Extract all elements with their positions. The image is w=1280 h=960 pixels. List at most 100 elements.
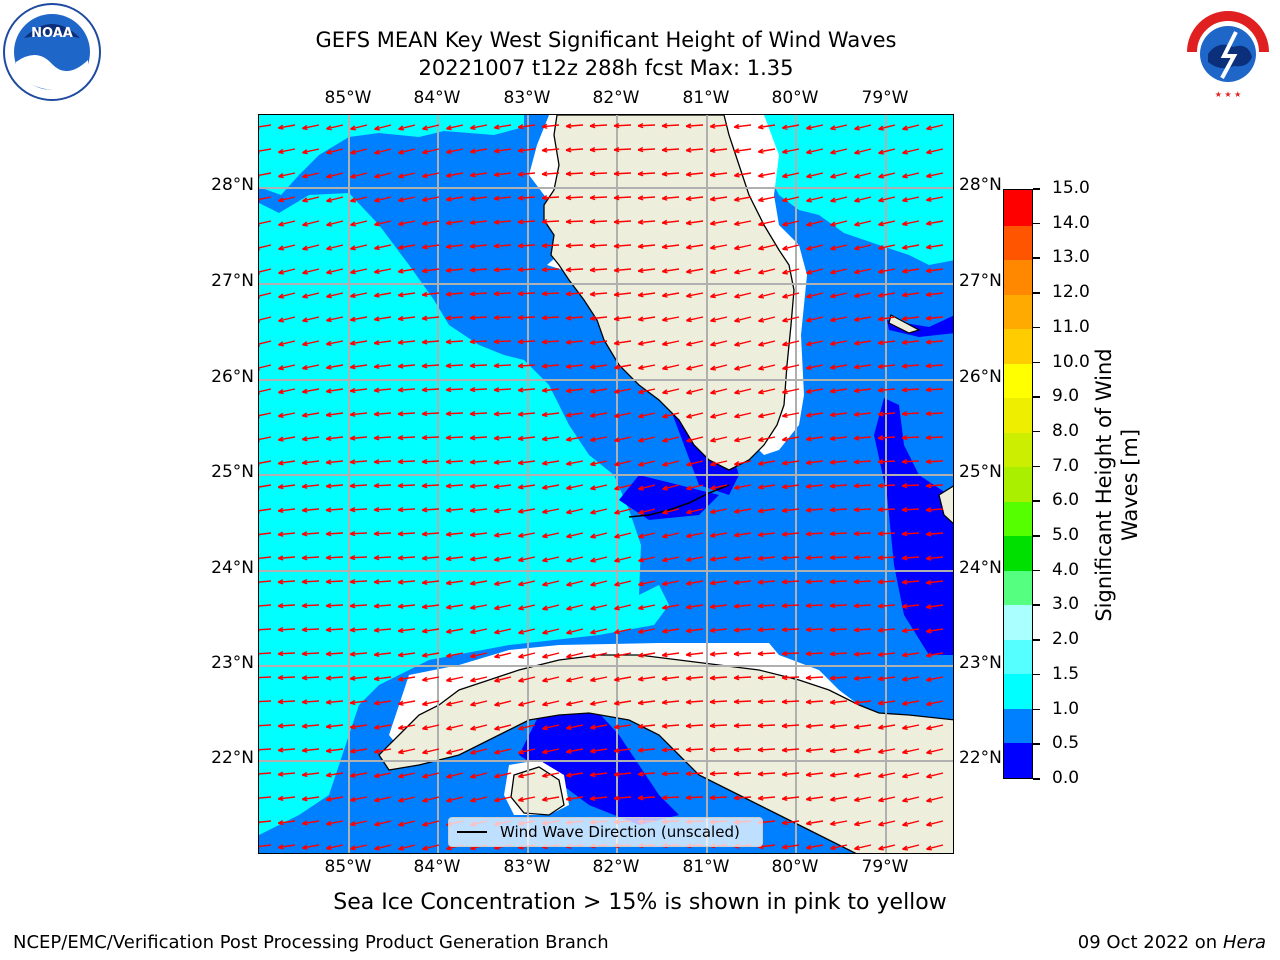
land-bahamas	[888, 314, 953, 524]
wind-wave-arrow	[350, 124, 368, 131]
wind-wave-arrow	[805, 364, 824, 371]
wind-wave-arrow	[325, 627, 344, 633]
ocean-darkblue-south-region	[519, 695, 953, 825]
wind-wave-arrow	[878, 124, 896, 131]
wind-wave-arrow	[613, 771, 632, 777]
noaa-logo-text: NOAA	[31, 26, 73, 41]
wind-wave-arrow	[566, 700, 584, 707]
wind-wave-arrow	[805, 626, 824, 633]
wind-wave-arrow	[733, 651, 752, 657]
wind-wave-arrow	[517, 195, 536, 201]
wind-wave-arrow	[494, 700, 512, 707]
wind-wave-arrow	[445, 410, 464, 417]
wind-wave-arrow	[349, 603, 368, 609]
wind-wave-arrow	[373, 244, 392, 251]
wind-wave-arrow	[398, 748, 416, 755]
wind-wave-arrow	[662, 508, 680, 515]
wind-wave-arrow	[685, 123, 704, 129]
wind-wave-arrow	[445, 363, 464, 369]
colorbar-tick-label: 2.0	[1052, 629, 1080, 650]
wind-wave-arrow	[494, 676, 512, 683]
wind-wave-arrow	[421, 507, 440, 513]
wind-wave-arrow	[853, 459, 872, 465]
wind-wave-arrow	[709, 651, 728, 657]
wind-wave-arrow	[925, 579, 944, 586]
wind-wave-arrow	[829, 531, 848, 537]
map-panel	[258, 114, 954, 854]
wind-wave-arrow	[925, 700, 944, 707]
wind-wave-arrow	[829, 651, 848, 657]
wind-wave-arrow	[350, 148, 368, 155]
wind-wave-arrow	[325, 602, 344, 609]
wind-wave-arrow	[613, 267, 632, 273]
wind-wave-arrow	[829, 483, 848, 489]
wind-wave-arrow	[902, 772, 920, 779]
wind-wave-arrow	[277, 124, 296, 130]
wind-wave-arrow	[613, 340, 632, 346]
wind-wave-arrow	[853, 603, 872, 609]
wind-wave-arrow	[493, 556, 512, 562]
wind-wave-arrow	[685, 292, 704, 299]
wind-wave-arrow	[446, 700, 464, 707]
wind-wave-arrow	[805, 844, 824, 850]
wind-wave-arrow	[733, 579, 752, 586]
wind-wave-arrow	[565, 436, 584, 442]
wind-wave-arrow	[517, 435, 536, 442]
wind-wave-arrow	[709, 580, 728, 586]
wind-wave-arrow	[518, 580, 536, 587]
wind-wave-arrow	[757, 747, 776, 753]
wind-wave-arrow	[901, 507, 920, 513]
wind-wave-arrow	[781, 795, 800, 802]
wind-wave-arrow	[325, 531, 344, 537]
wind-wave-arrow	[565, 242, 584, 249]
wind-wave-arrow	[662, 412, 680, 419]
wind-wave-arrow	[709, 244, 728, 250]
wind-wave-arrow	[805, 507, 824, 513]
wind-wave-arrow	[469, 435, 488, 441]
wind-wave-arrow	[733, 196, 752, 202]
wind-wave-arrow	[757, 651, 776, 657]
wind-wave-arrow	[805, 412, 824, 418]
wind-wave-arrow	[854, 196, 872, 203]
colorbar-tick-label: 6.0	[1052, 490, 1080, 511]
wind-wave-arrow	[878, 844, 896, 851]
wind-wave-arrow	[637, 171, 656, 177]
wind-wave-arrow	[259, 844, 272, 850]
wind-wave-arrow	[877, 268, 896, 274]
colorbar-tick-label: 14.0	[1052, 212, 1090, 233]
colorbar-segment	[1004, 328, 1032, 364]
wind-wave-arrow	[661, 723, 680, 729]
wind-wave-arrow	[926, 772, 944, 779]
wind-wave-arrow	[349, 675, 368, 681]
wind-wave-arrow	[613, 724, 632, 730]
longitude-label-bottom: 82°W	[592, 857, 640, 877]
wind-wave-arrow	[518, 604, 536, 611]
wind-wave-arrow	[301, 555, 320, 561]
wind-wave-arrow	[325, 364, 344, 370]
wind-wave-arrow	[301, 675, 320, 681]
wind-wave-arrow	[877, 627, 896, 633]
wind-wave-arrow	[925, 434, 944, 441]
latitude-label-left: 24°N	[211, 558, 254, 578]
wind-wave-arrow	[781, 412, 800, 418]
wind-wave-arrow	[590, 604, 608, 611]
wind-wave-arrow	[325, 820, 344, 826]
wind-wave-arrow	[662, 532, 680, 539]
wind-wave-arrow	[325, 747, 344, 754]
wind-wave-arrow	[734, 364, 752, 371]
wind-wave-arrow	[590, 580, 608, 587]
wind-wave-arrow	[421, 483, 440, 489]
wind-wave-arrow	[349, 507, 368, 513]
latitude-label-right: 22°N	[959, 748, 1002, 768]
wind-wave-arrow	[398, 172, 416, 179]
wind-wave-arrow	[301, 626, 320, 633]
wind-wave-arrow	[757, 148, 776, 154]
wind-wave-arrow	[302, 148, 320, 155]
wind-wave-arrow	[877, 676, 896, 682]
wind-wave-arrow	[541, 147, 560, 153]
wind-wave-arrow	[493, 532, 512, 538]
wind-wave-arrow	[614, 556, 632, 563]
wind-wave-arrow	[877, 555, 896, 561]
wind-wave-arrow	[589, 315, 608, 321]
wind-wave-arrow	[421, 531, 440, 537]
